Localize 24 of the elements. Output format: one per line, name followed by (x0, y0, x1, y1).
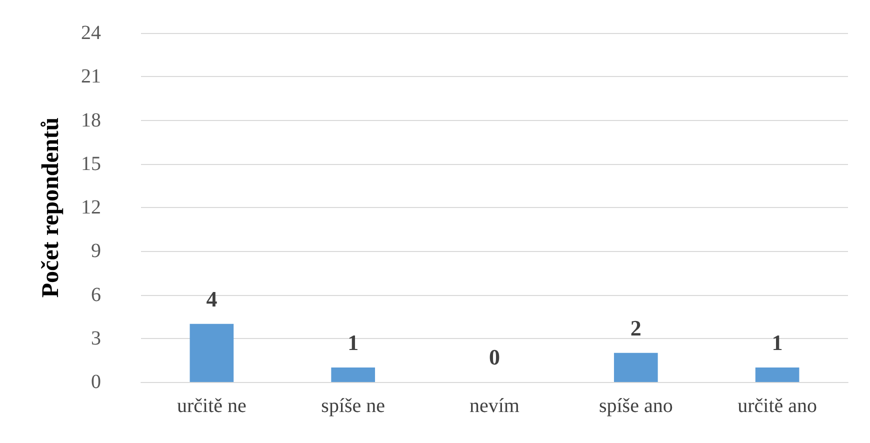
y-tick-label: 15 (81, 152, 101, 175)
y-tick-label: 12 (81, 196, 101, 218)
x-tick-label: spíše ano (598, 395, 673, 417)
bar (614, 352, 658, 382)
y-tick-label: 9 (91, 240, 101, 262)
bar (190, 324, 234, 382)
y-tick-label: 24 (81, 22, 101, 44)
bar (331, 367, 376, 382)
x-tick-label: nevím (470, 395, 520, 417)
y-tick-label: 0 (91, 371, 101, 393)
x-tick-label: určitě ne (176, 395, 247, 417)
y-tick-label: 6 (91, 284, 101, 306)
data-label: 1 (772, 330, 783, 355)
y-axis-title: Počet repondentů (38, 117, 64, 298)
bar (755, 367, 800, 382)
data-label: 4 (206, 286, 218, 312)
data-label: 2 (630, 315, 642, 340)
y-tick-label: 21 (81, 66, 101, 88)
x-tick-label: určitě ano (738, 395, 818, 417)
x-tick-label: spíše ne (321, 395, 386, 417)
y-tick-label: 18 (81, 109, 101, 132)
data-label: 0 (489, 344, 500, 370)
data-label: 1 (348, 330, 359, 355)
y-tick-label: 3 (91, 327, 101, 350)
